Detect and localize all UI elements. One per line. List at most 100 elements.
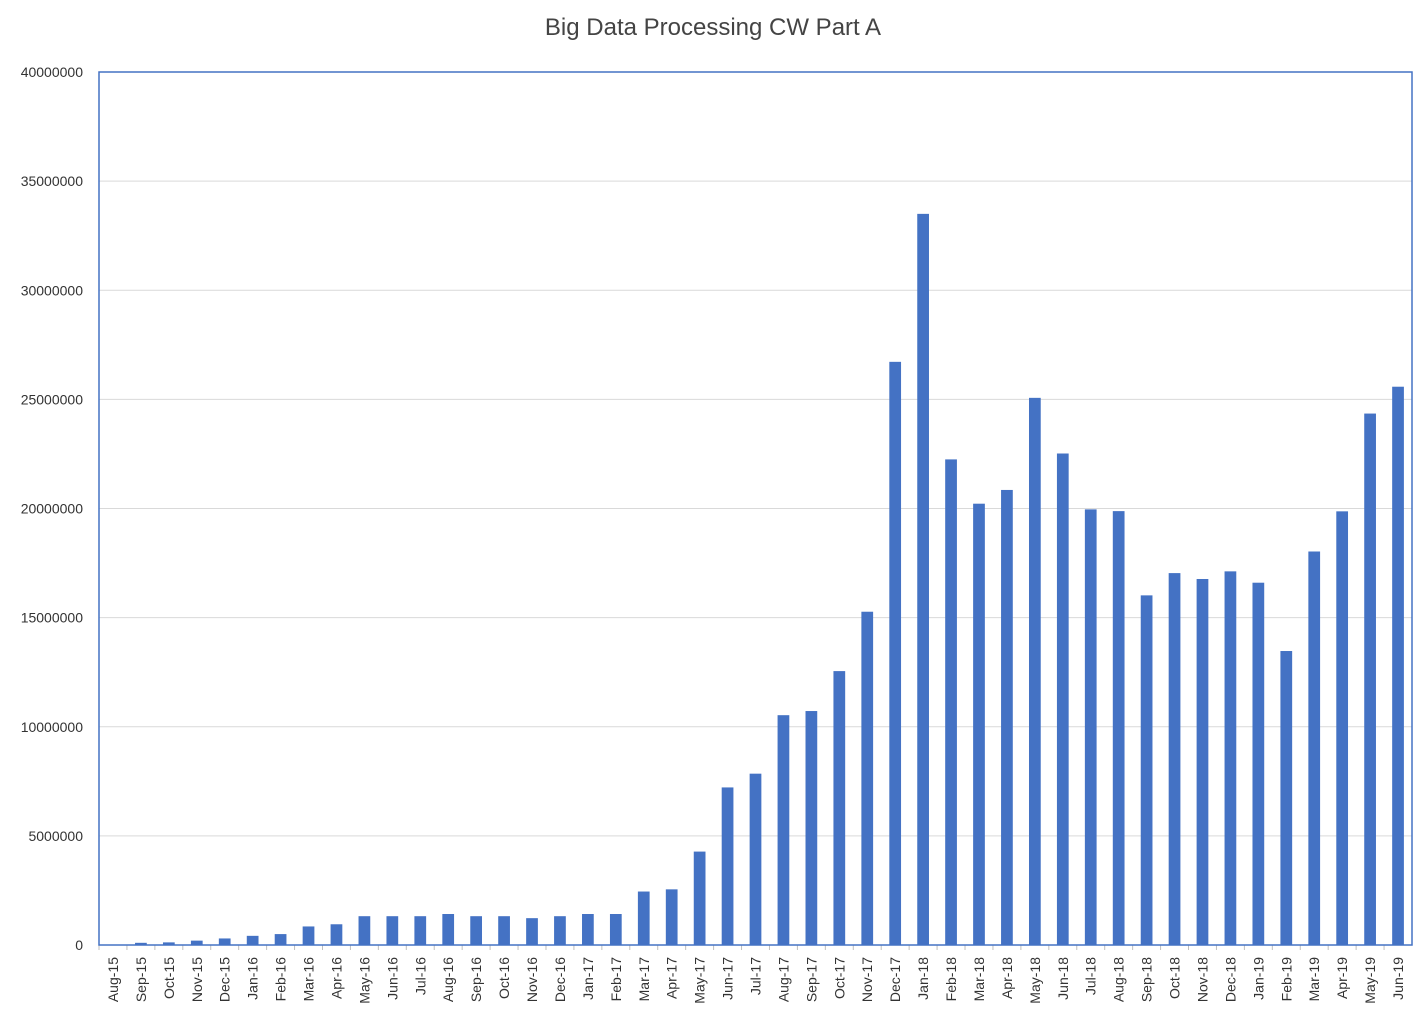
x-tick-label: Feb-17	[608, 957, 624, 1002]
bar	[889, 361, 902, 945]
x-tick-label: Jan-18	[915, 957, 931, 1000]
x-tick-label: Jul-16	[412, 957, 428, 995]
bar	[246, 935, 259, 945]
x-tick-label: Jan-17	[580, 957, 596, 1000]
bar	[1001, 489, 1013, 945]
x-tick-label: Jun-18	[1055, 957, 1071, 1000]
y-tick-label: 10000000	[21, 719, 84, 735]
y-tick-label: 0	[75, 937, 83, 953]
x-tick-label: Nov-17	[859, 957, 875, 1002]
x-tick-label: Jan-19	[1250, 957, 1266, 1000]
x-tick-label: Dec-17	[887, 957, 903, 1002]
bar	[609, 914, 622, 945]
bar	[554, 916, 566, 945]
bar	[693, 851, 706, 945]
bar	[1392, 386, 1404, 945]
x-tick-label: Feb-19	[1278, 957, 1294, 1002]
x-tick-label: Feb-16	[273, 957, 289, 1002]
bar	[777, 715, 790, 945]
bar	[1252, 582, 1265, 945]
x-tick-label: Jan-16	[245, 957, 261, 1000]
bar	[1140, 595, 1153, 945]
y-tick-label: 30000000	[21, 282, 84, 298]
bar	[861, 611, 874, 945]
bar	[1112, 511, 1125, 945]
plot-area-frame	[98, 71, 1413, 946]
x-tick-label: Nov-16	[524, 957, 540, 1002]
bar	[1308, 551, 1321, 945]
bar	[218, 938, 231, 945]
x-tick-label: Nov-18	[1194, 957, 1210, 1002]
y-tick-label: 5000000	[28, 828, 83, 844]
x-tick-label: Nov-15	[189, 957, 205, 1002]
x-tick-label: Feb-18	[943, 957, 959, 1002]
x-tick-label: Jun-17	[720, 957, 736, 1000]
chart-title: Big Data Processing CW Part A	[544, 14, 882, 41]
x-tick-label: Apr-18	[999, 957, 1015, 999]
x-tick-label: Apr-19	[1334, 957, 1350, 999]
y-tick-label: 25000000	[21, 391, 84, 407]
bar	[135, 942, 147, 945]
x-tick-label: Sep-15	[133, 957, 149, 1002]
bar	[442, 914, 455, 945]
bar	[1364, 413, 1376, 945]
bar	[1056, 453, 1069, 945]
bar	[1224, 571, 1237, 945]
bar	[498, 916, 510, 945]
x-tick-label: Oct-17	[831, 957, 847, 999]
bar	[1168, 573, 1181, 945]
bar	[945, 459, 957, 945]
x-tick-label: Jul-17	[748, 957, 764, 995]
bars	[135, 213, 1404, 946]
x-tick-label: May-16	[356, 957, 372, 1004]
y-axis-ticks: 0 5000000 10000000 15000000 20000000 25000000…	[21, 64, 84, 953]
bar	[526, 918, 538, 945]
x-tick-label: Aug-17	[775, 957, 791, 1002]
bar	[1028, 397, 1041, 945]
x-tick-label: Mar-17	[636, 957, 652, 1002]
x-tick-label: Dec-15	[217, 957, 233, 1002]
x-tick-label: May-19	[1362, 957, 1378, 1004]
x-tick-label: May-17	[692, 957, 708, 1004]
bar	[749, 773, 762, 945]
bar	[973, 503, 985, 945]
x-tick-label: Mar-19	[1306, 957, 1322, 1002]
x-tick-label: Dec-18	[1222, 957, 1238, 1002]
x-tick-label: Mar-16	[301, 957, 317, 1002]
x-tick-label: Apr-16	[328, 957, 344, 999]
bar	[833, 671, 846, 945]
x-tick-label: Mar-18	[971, 957, 987, 1002]
bar	[1280, 651, 1293, 945]
bar	[190, 940, 203, 945]
bar	[274, 934, 287, 945]
y-tick-label: 40000000	[21, 64, 84, 80]
x-tick-label: Jun-16	[384, 957, 400, 1000]
bar	[302, 926, 315, 945]
x-tick-label: Jun-19	[1390, 957, 1406, 1000]
y-tick-label: 35000000	[21, 173, 84, 189]
x-tick-label: Aug-18	[1111, 957, 1127, 1002]
bar	[721, 787, 734, 945]
bar	[805, 711, 818, 945]
x-tick-label: Apr-17	[664, 957, 680, 999]
y-tick-label: 15000000	[21, 610, 84, 626]
bar	[386, 916, 399, 945]
x-tick-label: Oct-16	[496, 957, 512, 999]
x-tick-label: Sep-17	[803, 957, 819, 1002]
x-tick-label: Oct-18	[1167, 957, 1183, 999]
x-tick-label: Oct-15	[161, 957, 177, 999]
x-tick-label: Jul-18	[1083, 957, 1099, 995]
x-tick-label: May-18	[1027, 957, 1043, 1004]
bar	[470, 916, 483, 945]
bar	[1336, 511, 1349, 945]
bar	[637, 891, 650, 945]
bar	[358, 916, 371, 945]
bar	[330, 924, 343, 945]
x-tick-label: Sep-16	[468, 957, 484, 1002]
bar	[665, 889, 678, 945]
x-axis-ticks: Aug-15 Sep-15 Oct-15 Nov-15 Dec-15 Jan-16 Feb-…	[98, 945, 1406, 1004]
bar	[162, 942, 175, 945]
x-tick-label: Aug-15	[105, 957, 121, 1002]
bar	[582, 914, 594, 945]
